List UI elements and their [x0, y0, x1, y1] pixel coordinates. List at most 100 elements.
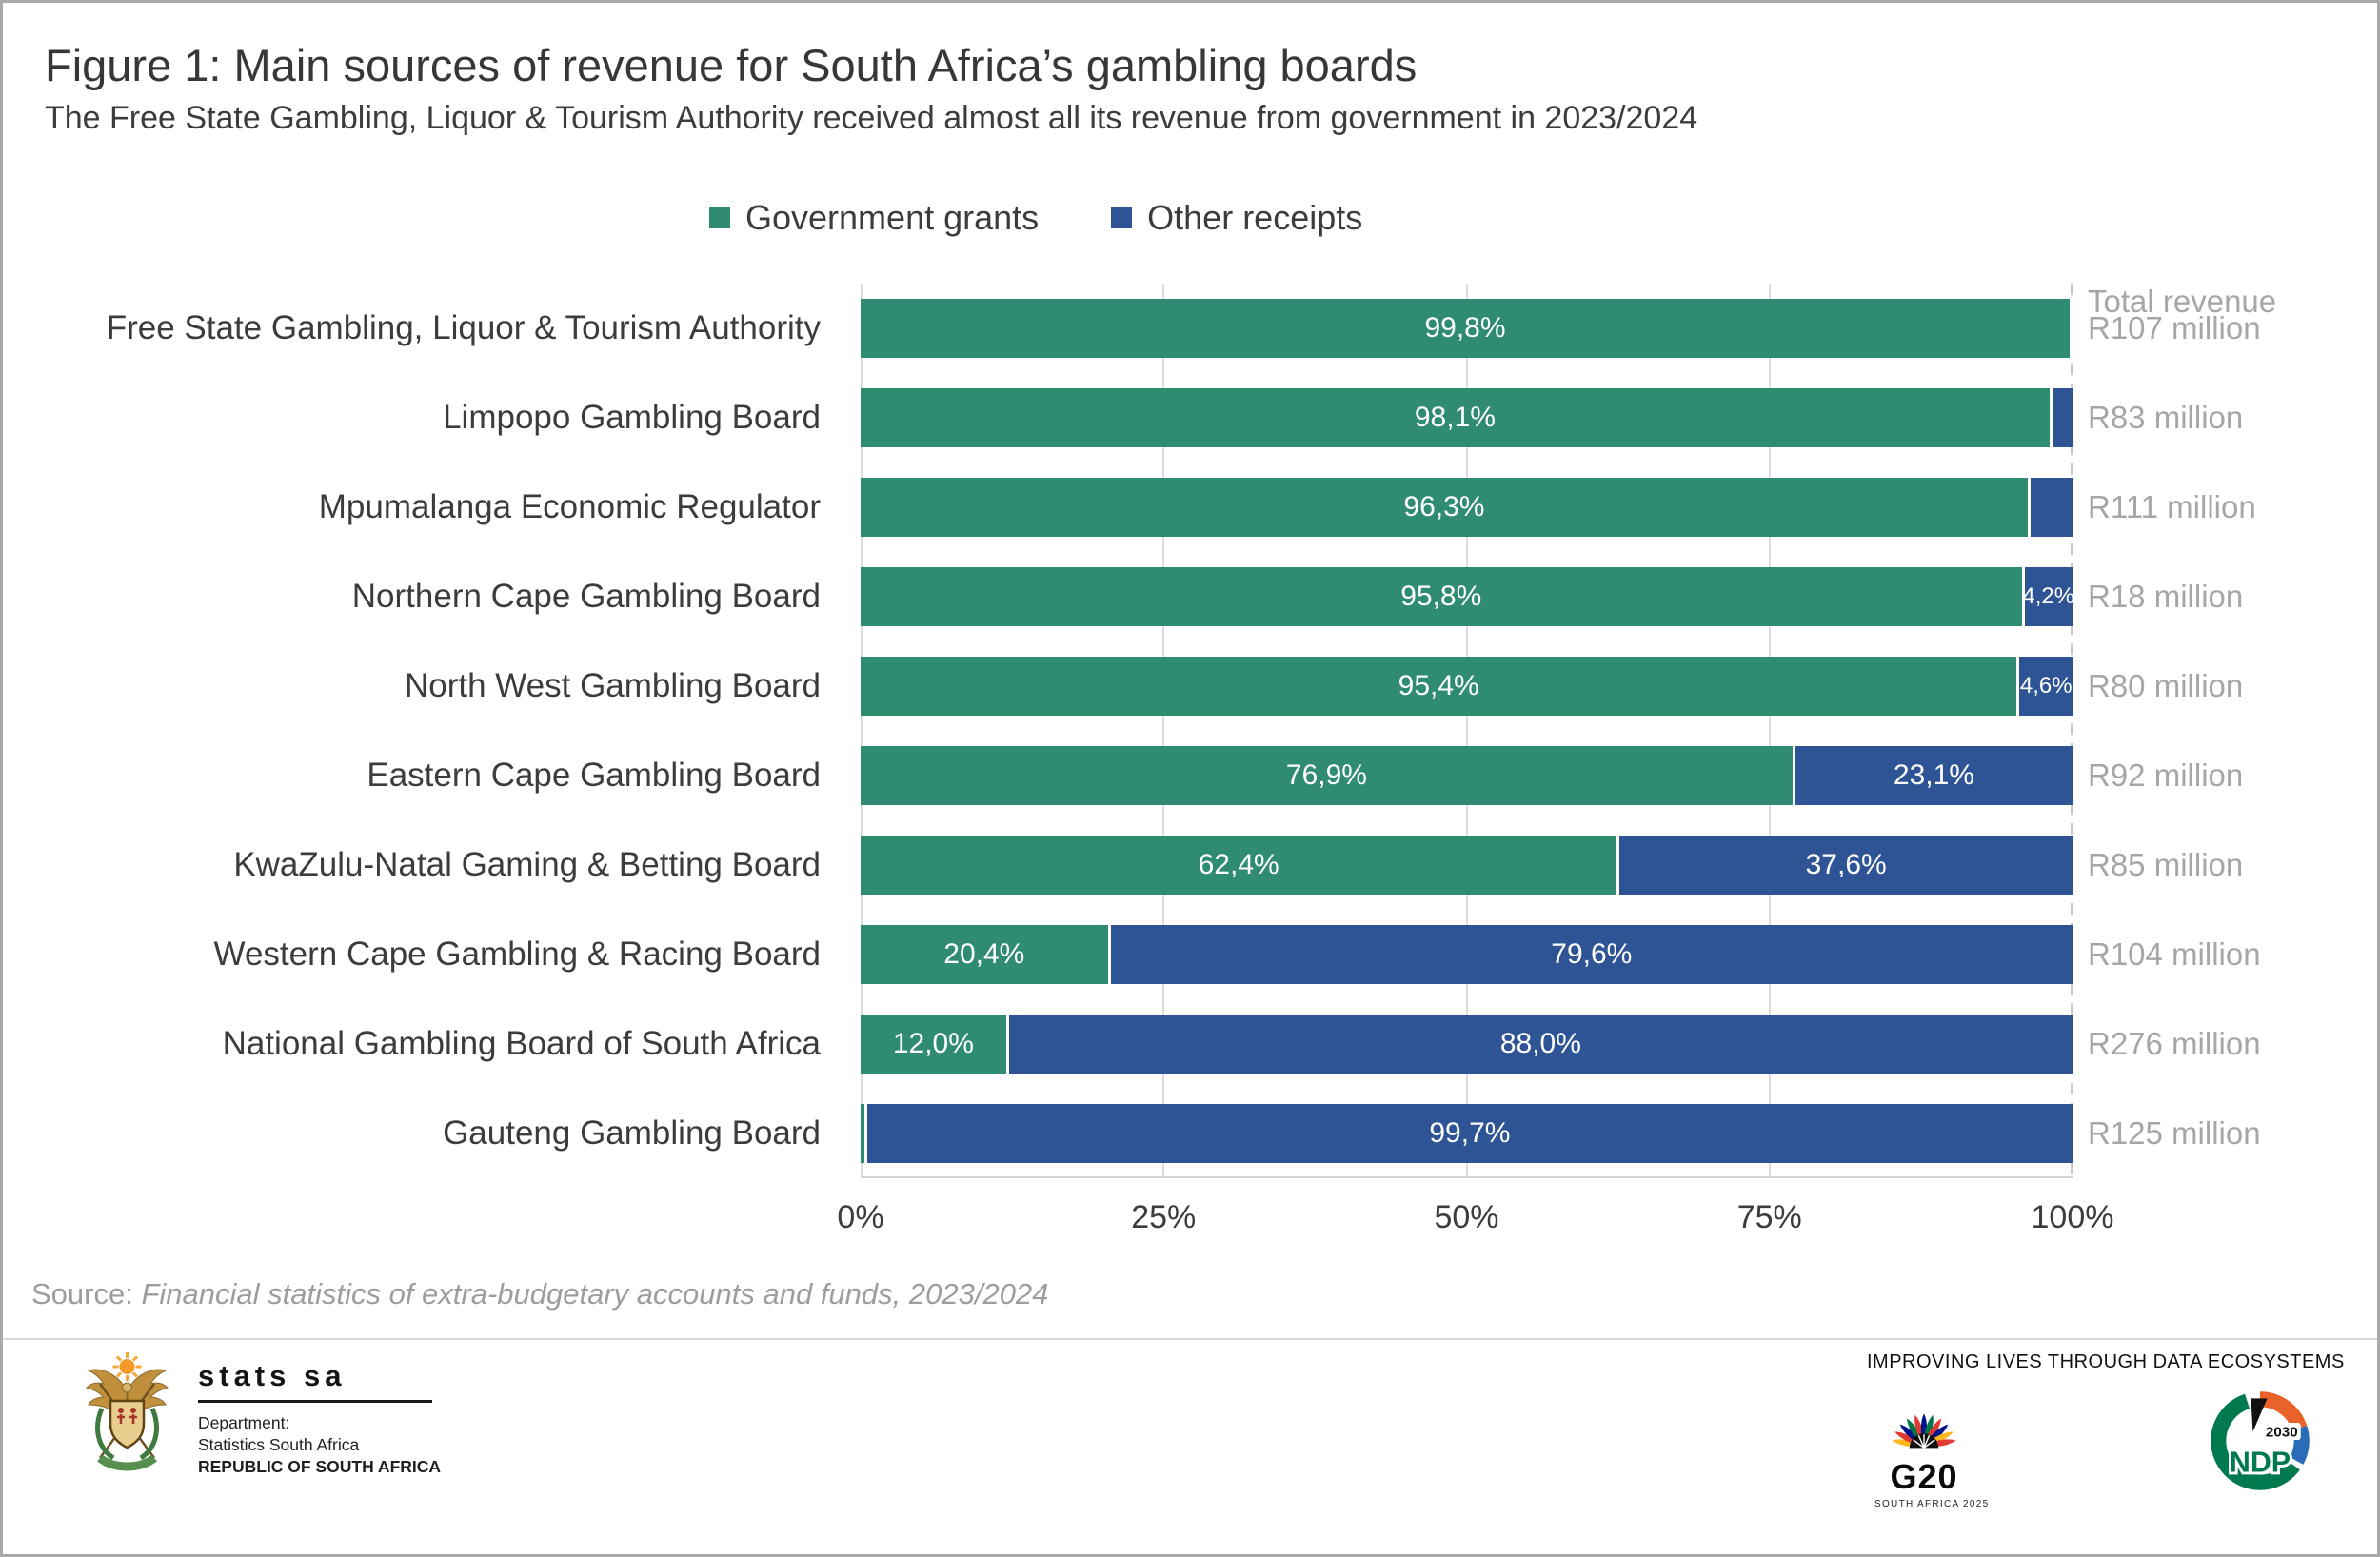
x-tick-label: 75% — [1736, 1199, 1802, 1235]
grants-percent-label: 20,4% — [943, 938, 1025, 970]
bar-other-receipts: 4,6% — [2016, 657, 2073, 716]
bar-other-receipts: 37,6% — [1616, 836, 2073, 895]
table-row: Western Cape Gambling & Racing Board 20,… — [3, 910, 2377, 999]
tagline: IMPROVING LIVES THROUGH DATA ECOSYSTEMS — [1867, 1351, 2345, 1372]
grants-percent-label: 96,3% — [1403, 491, 1485, 522]
department-line: REPUBLIC OF SOUTH AFRICA — [198, 1457, 442, 1477]
legend-label: Other receipts — [1147, 198, 1363, 237]
bar-other-receipts: 4,2% — [2021, 567, 2075, 626]
footer-divider — [3, 1338, 2377, 1340]
category-label: National Gambling Board of South Africa — [222, 1025, 821, 1062]
total-revenue-value: R83 million — [2088, 400, 2244, 435]
category-label: Gauteng Gambling Board — [443, 1114, 821, 1152]
other-percent-label: 88,0% — [1499, 1028, 1581, 1059]
department-line: Statistics South Africa — [198, 1435, 360, 1455]
category-label: Limpopo Gambling Board — [443, 399, 821, 436]
bar-track: 76,9% 23,1% — [861, 746, 2073, 805]
wordmark-rule — [198, 1400, 432, 1403]
bar-track: 95,8% 4,2% — [861, 567, 2075, 626]
bar-other-receipts — [2049, 388, 2073, 447]
department-line: Department: — [198, 1413, 290, 1432]
category-label: Mpumalanga Economic Regulator — [318, 488, 821, 525]
category-label: North West Gambling Board — [404, 667, 821, 704]
total-revenue-value: R276 million — [2088, 1026, 2261, 1061]
bar-government-grants: 76,9% — [861, 746, 1793, 805]
bar-government-grants: 20,4% — [861, 925, 1108, 984]
other-percent-label: 4,2% — [2022, 583, 2075, 609]
page-subtitle: The Free State Gambling, Liquor & Touris… — [45, 100, 1698, 136]
table-row: Eastern Cape Gambling Board 76,9% 23,1% … — [3, 731, 2377, 820]
bar-other-receipts — [2027, 478, 2073, 537]
grants-percent-label: 95,8% — [1400, 581, 1482, 612]
table-row: Gauteng Gambling Board 99,7% R125 millio… — [3, 1089, 2377, 1178]
table-row: National Gambling Board of South Africa … — [3, 999, 2377, 1089]
table-row: Limpopo Gambling Board 98,1% R83 million — [3, 373, 2377, 463]
grants-percent-label: 62,4% — [1198, 849, 1279, 880]
bar-government-grants: 96,3% — [861, 478, 2028, 537]
total-revenue-value: R107 million — [2088, 310, 2261, 345]
gridline-25 — [1162, 284, 1165, 1176]
government-grants-swatch-icon — [709, 207, 730, 228]
bar-track: 62,4% 37,6% — [861, 836, 2073, 895]
bar-track: 12,0% 88,0% — [861, 1015, 2073, 1074]
bar-track: 99,8% — [861, 299, 2073, 358]
chart-rows: Free State Gambling, Liquor & Tourism Au… — [3, 284, 2377, 1178]
bar-government-grants: 99,8% — [861, 299, 2070, 358]
g20-sublabel: SOUTH AFRICA 2025 — [1874, 1499, 1990, 1509]
legend-label: Government grants — [745, 198, 1040, 237]
x-tick-label: 50% — [1434, 1199, 1499, 1235]
g20-logo: G20 SOUTH AFRICA 2025 — [1874, 1387, 1990, 1509]
bar-chart: Total revenue Free State Gambling, Liquo… — [3, 284, 2377, 1249]
total-revenue-value: R125 million — [2088, 1115, 2261, 1151]
bar-track: 98,1% — [861, 388, 2073, 447]
bar-other-receipts — [2070, 299, 2073, 358]
bar-track: 20,4% 79,6% — [861, 925, 2073, 984]
total-revenue-value: R104 million — [2088, 936, 2261, 972]
bar-track: 99,7% — [861, 1104, 2073, 1163]
bar-government-grants — [861, 1104, 864, 1163]
chart-legend: Government grants Other receipts — [709, 198, 2377, 238]
total-revenue-header: Total revenue — [2088, 284, 2277, 319]
g20-label: G20 — [1890, 1457, 1958, 1496]
bar-other-receipts: 99,7% — [863, 1104, 2073, 1163]
footer-right: IMPROVING LIVES THROUGH DATA ECOSYSTEMS — [1867, 1351, 2345, 1509]
footer: stats sa Department: Statistics South Af… — [3, 1340, 2377, 1509]
bar-government-grants: 98,1% — [861, 388, 2050, 447]
legend-item-other-receipts: Other receipts — [1111, 198, 1362, 238]
ndp-2030-icon: 2030 NDP — [2211, 1391, 2310, 1490]
gridline-50 — [1465, 284, 1468, 1176]
gridlines — [861, 284, 2073, 1178]
grants-percent-label: 98,1% — [1414, 402, 1496, 433]
category-label: Free State Gambling, Liquor & Tourism Au… — [106, 309, 821, 346]
ndp-label: NDP — [2230, 1446, 2291, 1478]
grants-percent-label: 76,9% — [1285, 759, 1367, 791]
other-receipts-swatch-icon — [1111, 207, 1133, 228]
grants-percent-label: 95,4% — [1398, 670, 1479, 701]
other-percent-label: 4,6% — [2019, 673, 2073, 699]
category-label: KwaZulu-Natal Gaming & Betting Board — [233, 846, 821, 883]
total-revenue-value: R18 million — [2088, 579, 2244, 614]
table-row: North West Gambling Board 95,4% 4,6% R80… — [3, 641, 2377, 731]
source-prefix: Source: — [31, 1277, 142, 1311]
category-label: Eastern Cape Gambling Board — [367, 757, 821, 794]
category-label: Western Cape Gambling & Racing Board — [213, 936, 821, 973]
gridline-75 — [1768, 284, 1771, 1176]
footer-logos: G20 SOUTH AFRICA 2025 2030 NDP — [1867, 1387, 2322, 1509]
total-revenue-value: R92 million — [2088, 758, 2244, 793]
bar-other-receipts: 88,0% — [1005, 1015, 2073, 1074]
x-axis: 0% 25% 50% 75% 100% — [837, 1178, 2113, 1249]
gridline-100-dashed — [2071, 284, 2073, 1176]
table-row: Northern Cape Gambling Board 95,8% 4,2% … — [3, 552, 2377, 641]
total-revenue-value: R111 million — [2088, 489, 2256, 524]
page-title: Figure 1: Main sources of revenue for So… — [45, 40, 1418, 90]
total-revenue-value: R80 million — [2088, 668, 2244, 703]
stats-sa-branding: stats sa Department: Statistics South Af… — [83, 1351, 441, 1479]
bar-track: 96,3% — [861, 478, 2073, 537]
stats-sa-wordmark: stats sa — [198, 1359, 347, 1392]
total-revenue-value: R85 million — [2088, 847, 2244, 882]
x-tick-label: 0% — [837, 1199, 884, 1235]
other-percent-label: 99,7% — [1429, 1117, 1511, 1149]
plot-area: Free State Gambling, Liquor & Tourism Au… — [3, 284, 2377, 1178]
x-tick-label: 100% — [2031, 1199, 2114, 1235]
